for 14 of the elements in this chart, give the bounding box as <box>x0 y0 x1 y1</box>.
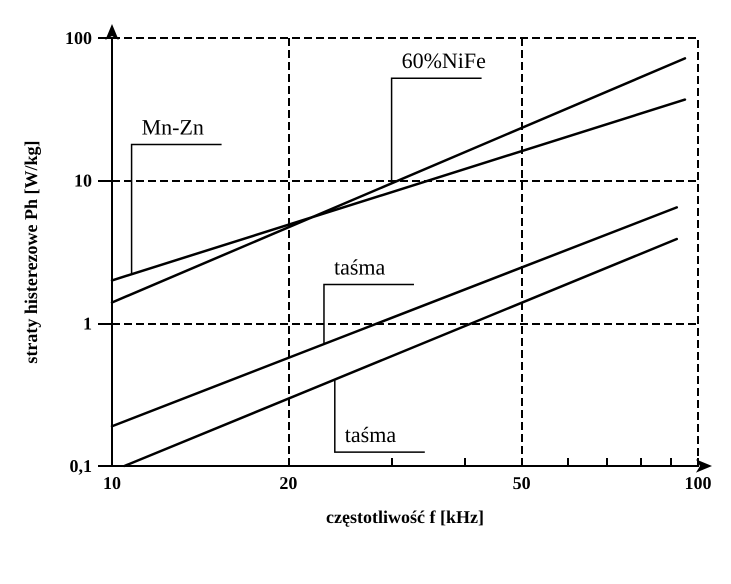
y-tick-label: 0,1 <box>70 456 92 476</box>
x-tick-label: 100 <box>684 473 712 493</box>
annotation: Mn-Zn <box>142 114 204 140</box>
x-tick-label: 20 <box>279 473 298 493</box>
y-axis-title: straty histerezowe Ph [W/kg] <box>21 140 41 364</box>
x-tick-label: 10 <box>103 473 121 493</box>
y-tick-label: 1 <box>83 313 92 334</box>
y-tick-label: 10 <box>74 170 92 191</box>
annotation: taśma <box>344 422 396 448</box>
x-tick-label: 50 <box>512 473 531 493</box>
annotation: taśma <box>334 254 386 280</box>
y-tick-label: 100 <box>65 28 92 48</box>
x-axis-title: częstotliwość f [kHz] <box>326 507 484 527</box>
annotation: 60%NiFe <box>402 48 486 74</box>
